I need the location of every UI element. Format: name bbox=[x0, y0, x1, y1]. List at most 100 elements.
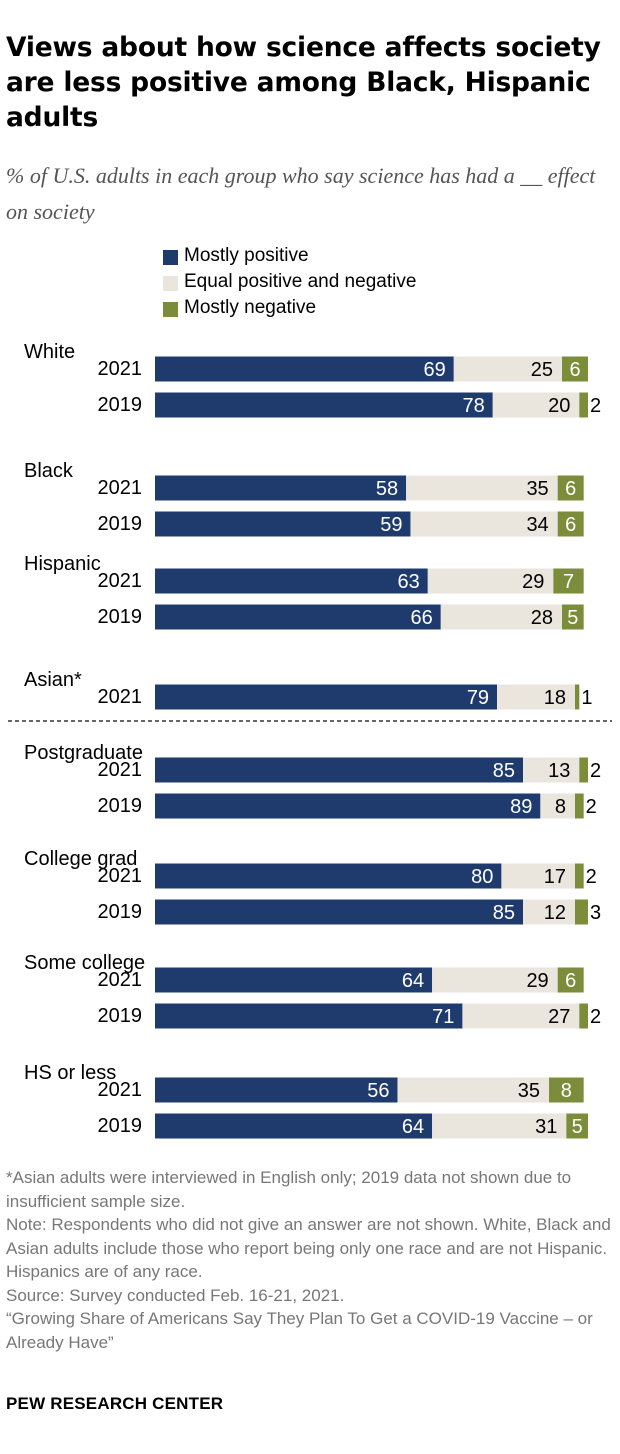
label-positive-college-grad-2021: 80 bbox=[471, 866, 493, 888]
bar-negative-college-grad-2019 bbox=[575, 899, 588, 925]
label-positive-white-2021: 69 bbox=[424, 359, 446, 381]
row-year-hispanic-2019: 2019 bbox=[98, 606, 143, 628]
label-positive-black-2019: 59 bbox=[380, 514, 402, 536]
bar-negative-white-2019 bbox=[579, 392, 588, 418]
bar-negative-postgraduate-2021 bbox=[579, 757, 588, 783]
label-positive-hispanic-2021: 63 bbox=[398, 571, 420, 593]
group-label-hispanic: Hispanic bbox=[24, 553, 101, 575]
label-equal-college-grad-2019: 12 bbox=[544, 902, 566, 924]
bar-negative-hs-or-less-2021 bbox=[549, 1077, 584, 1103]
bar-positive-white-2021 bbox=[155, 356, 454, 382]
bar-negative-asian-2021 bbox=[575, 684, 580, 710]
label-negative-white-2021: 6 bbox=[569, 359, 580, 381]
note-source: Source: Survey conducted Feb. 16-21, 202… bbox=[6, 1285, 345, 1305]
group-label-postgraduate: Postgraduate bbox=[24, 742, 143, 764]
label-positive-black-2021: 58 bbox=[376, 478, 398, 500]
row-year-postgraduate-2019: 2019 bbox=[98, 795, 143, 817]
label-equal-white-2021: 25 bbox=[531, 359, 553, 381]
bar-equal-black-2021 bbox=[406, 475, 558, 501]
label-equal-postgraduate-2019: 8 bbox=[555, 796, 566, 818]
label-positive-hispanic-2019: 66 bbox=[411, 607, 433, 629]
bar-equal-white-2021 bbox=[453, 356, 563, 382]
row-year-hispanic-2021: 2021 bbox=[98, 570, 143, 592]
label-equal-black-2021: 35 bbox=[526, 478, 548, 500]
label-negative-asian-2021: 1 bbox=[581, 687, 592, 709]
label-equal-hispanic-2019: 28 bbox=[531, 607, 553, 629]
label-negative-hispanic-2021: 7 bbox=[563, 571, 574, 593]
label-equal-black-2019: 34 bbox=[526, 514, 548, 536]
label-positive-postgraduate-2021: 85 bbox=[493, 760, 515, 782]
note-report-title: “Growing Share of Americans Say They Pla… bbox=[6, 1309, 593, 1352]
row-year-hs-or-less-2019: 2019 bbox=[98, 1115, 143, 1137]
label-negative-some-college-2021: 6 bbox=[565, 970, 576, 992]
chart-title: Views about how science affects society … bbox=[6, 32, 601, 133]
bar-positive-hs-or-less-2021 bbox=[155, 1077, 398, 1103]
row-year-black-2021: 2021 bbox=[98, 477, 143, 499]
bar-positive-postgraduate-2019 bbox=[155, 793, 541, 819]
bar-positive-college-grad-2021 bbox=[155, 863, 502, 889]
label-negative-college-grad-2019: 3 bbox=[590, 902, 601, 924]
note-respondents: Note: Respondents who did not give an an… bbox=[6, 1215, 611, 1281]
bar-positive-black-2021 bbox=[155, 475, 407, 501]
row-year-college-grad-2021: 2021 bbox=[98, 865, 143, 887]
bar-negative-hispanic-2021 bbox=[553, 568, 584, 594]
bar-equal-postgraduate-2019 bbox=[540, 793, 576, 819]
row-year-college-grad-2019: 2019 bbox=[98, 901, 143, 923]
bar-negative-black-2021 bbox=[557, 475, 584, 501]
bar-negative-some-college-2021 bbox=[557, 967, 584, 993]
label-positive-hs-or-less-2019: 64 bbox=[402, 1116, 424, 1138]
row-year-white-2021: 2021 bbox=[98, 358, 143, 380]
label-positive-white-2019: 78 bbox=[462, 395, 484, 417]
bar-equal-black-2019 bbox=[410, 511, 558, 537]
label-equal-hs-or-less-2021: 35 bbox=[518, 1080, 540, 1102]
label-positive-college-grad-2019: 85 bbox=[493, 902, 515, 924]
bar-positive-college-grad-2019 bbox=[155, 899, 524, 925]
label-positive-some-college-2021: 64 bbox=[402, 970, 424, 992]
bar-equal-college-grad-2019 bbox=[523, 899, 576, 925]
bar-equal-asian-2021 bbox=[497, 684, 576, 710]
label-negative-postgraduate-2021: 2 bbox=[590, 760, 601, 782]
label-positive-some-college-2019: 71 bbox=[432, 1006, 454, 1028]
bar-equal-college-grad-2021 bbox=[501, 863, 576, 889]
bar-equal-some-college-2019 bbox=[462, 1003, 580, 1029]
bar-negative-postgraduate-2019 bbox=[575, 793, 584, 819]
group-label-hs-or-less: HS or less bbox=[24, 1062, 116, 1084]
label-positive-postgraduate-2019: 89 bbox=[510, 796, 532, 818]
bar-equal-hs-or-less-2019 bbox=[432, 1113, 567, 1139]
group-label-asian: Asian* bbox=[24, 669, 82, 691]
bar-positive-hispanic-2021 bbox=[155, 568, 428, 594]
note-asterisk: *Asian adults were interviewed in Englis… bbox=[6, 1168, 572, 1211]
label-negative-hs-or-less-2019: 5 bbox=[572, 1116, 583, 1138]
legend-label-positive: Mostly positive bbox=[184, 245, 309, 266]
chart-subtitle: % of U.S. adults in each group who say s… bbox=[6, 163, 596, 224]
group-label-college-grad: College grad bbox=[24, 848, 137, 870]
bar-positive-some-college-2021 bbox=[155, 967, 433, 993]
row-year-hs-or-less-2021: 2021 bbox=[98, 1079, 143, 1101]
bar-positive-black-2019 bbox=[155, 511, 411, 537]
label-equal-hs-or-less-2019: 31 bbox=[535, 1116, 557, 1138]
bar-negative-hispanic-2019 bbox=[562, 604, 584, 630]
label-equal-asian-2021: 18 bbox=[544, 687, 566, 709]
label-negative-hispanic-2019: 5 bbox=[567, 607, 578, 629]
bar-equal-postgraduate-2021 bbox=[523, 757, 580, 783]
legend-swatch-negative bbox=[163, 302, 178, 317]
bar-positive-asian-2021 bbox=[155, 684, 498, 710]
row-year-asian-2021: 2021 bbox=[98, 686, 143, 708]
bar-equal-hs-or-less-2021 bbox=[397, 1077, 550, 1103]
bar-equal-white-2019 bbox=[492, 392, 580, 418]
row-year-some-college-2021: 2021 bbox=[98, 969, 143, 991]
row-year-white-2019: 2019 bbox=[98, 394, 143, 416]
bar-positive-white-2019 bbox=[155, 392, 493, 418]
label-equal-hispanic-2021: 29 bbox=[522, 571, 544, 593]
chart-notes: *Asian adults were interviewed in Englis… bbox=[6, 1166, 616, 1354]
label-equal-some-college-2019: 27 bbox=[548, 1006, 570, 1028]
bar-negative-college-grad-2021 bbox=[575, 863, 584, 889]
bar-equal-some-college-2021 bbox=[432, 967, 558, 993]
legend-label-negative: Mostly negative bbox=[184, 297, 317, 318]
legend-swatch-equal bbox=[163, 276, 178, 291]
bar-positive-hispanic-2019 bbox=[155, 604, 441, 630]
label-negative-some-college-2019: 2 bbox=[590, 1006, 601, 1028]
label-positive-asian-2021: 79 bbox=[467, 687, 489, 709]
bar-negative-white-2021 bbox=[562, 356, 588, 382]
